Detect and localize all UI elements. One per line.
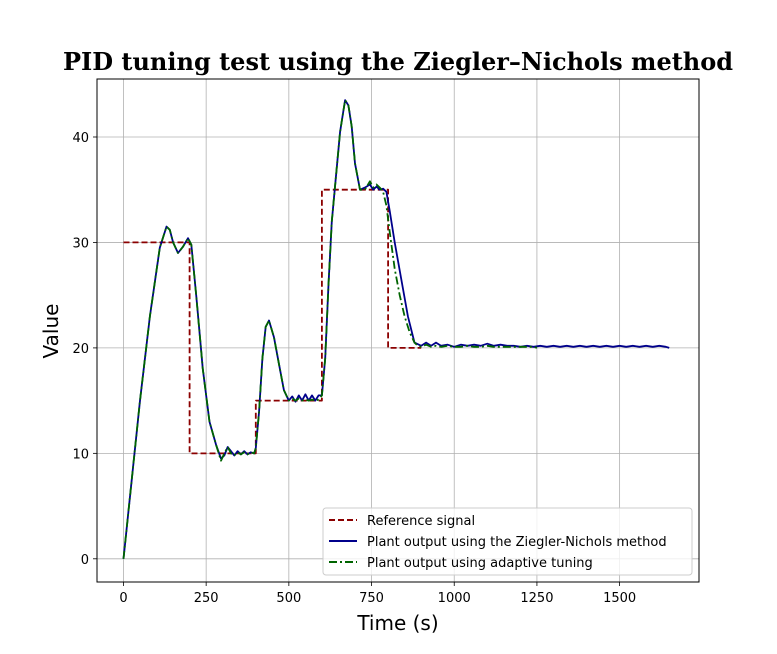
y-tick-label: 30 — [72, 236, 89, 251]
series-ziegler-nichols-line — [122, 99, 670, 559]
x-tick-label: 0 — [119, 591, 127, 606]
x-tick-label: 1000 — [438, 591, 471, 606]
plot-lines — [122, 99, 670, 559]
legend: Reference signal Plant output using the … — [322, 507, 693, 576]
series-adaptive-line — [122, 99, 538, 559]
y-tick-label: 20 — [72, 342, 89, 357]
x-tick-label: 750 — [359, 591, 384, 606]
y-tick-label: 40 — [72, 131, 89, 146]
series-reference-line — [123, 188, 422, 455]
x-tick-label: 1250 — [520, 591, 553, 606]
legend-label-ziegler-nichols: Plant output using the Ziegler-Nichols m… — [367, 535, 667, 550]
plot-frame — [96, 78, 700, 583]
legend-label-reference: Reference signal — [367, 514, 475, 529]
x-axis-label: Time (s) — [356, 611, 438, 635]
grid — [97, 79, 699, 582]
y-axis-label: Value — [39, 304, 63, 359]
x-tick-label: 250 — [194, 591, 219, 606]
x-tick-label: 500 — [276, 591, 301, 606]
legend-box — [322, 507, 693, 576]
y-tick-label: 0 — [81, 553, 89, 568]
y-tick-label: 10 — [72, 447, 89, 462]
x-tick-label: 1500 — [603, 591, 636, 606]
legend-label-adaptive: Plant output using adaptive tuning — [367, 556, 593, 571]
chart-title: PID tuning test using the Ziegler–Nichol… — [63, 47, 733, 76]
axis-ticks: 0 250 500 750 1000 1250 1500 0 10 20 30 40 — [72, 131, 636, 606]
